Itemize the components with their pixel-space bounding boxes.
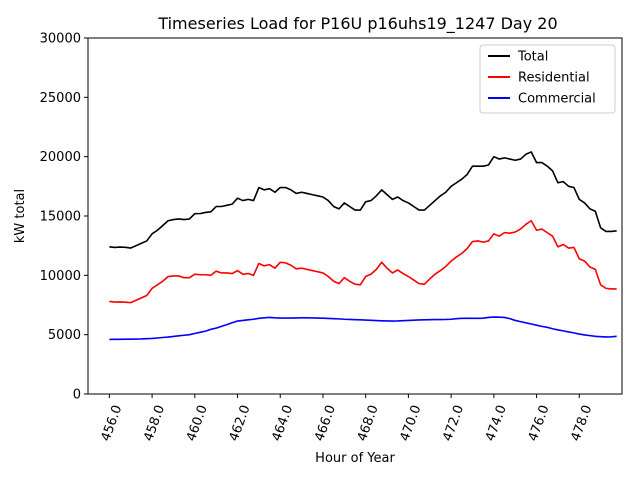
y-axis-label: kW total — [13, 189, 28, 243]
series-lines — [109, 151, 617, 341]
y-tick-label: 20000 — [40, 150, 81, 165]
legend-label-residential: Residential — [518, 71, 590, 86]
x-tick-label: 470.0 — [398, 403, 425, 443]
x-axis: 456.0 458.0 460.0 462.0 464.0 466.0 468.0 470.0… — [99, 394, 595, 443]
x-axis-label: Hour of Year — [315, 451, 395, 466]
x-tick-label: 456.0 — [99, 403, 126, 443]
y-tick-label: 5000 — [48, 328, 81, 343]
y-tick-label: 10000 — [40, 269, 81, 284]
legend-box — [479, 44, 616, 114]
y-axis: 0 5000 10000 15000 20000 25000 30000 — [40, 32, 88, 403]
y-tick-label: 25000 — [40, 91, 81, 106]
legend: Total Residential Commercial — [479, 44, 616, 114]
x-tick-label: 458.0 — [141, 403, 168, 443]
legend-label-total: Total — [517, 50, 548, 65]
series-line-commercial — [109, 316, 617, 341]
x-tick-label: 474.0 — [483, 403, 510, 443]
x-tick-label: 460.0 — [184, 403, 211, 443]
x-tick-label: 478.0 — [568, 403, 595, 443]
x-tick-label: 462.0 — [227, 403, 254, 443]
x-tick-label: 468.0 — [355, 403, 382, 443]
chart-title: Timeseries Load for P16U p16uhs19_1247 D… — [157, 14, 557, 34]
x-tick-label: 466.0 — [312, 403, 339, 443]
x-tick-label: 464.0 — [269, 403, 296, 443]
y-tick-label: 30000 — [40, 32, 81, 47]
series-line-total — [109, 151, 617, 249]
x-tick-label: 472.0 — [440, 403, 467, 443]
y-tick-label: 15000 — [40, 210, 81, 225]
series-line-residential — [109, 219, 617, 304]
legend-label-commercial: Commercial — [518, 92, 596, 107]
y-tick-label: 0 — [73, 388, 81, 403]
x-tick-label: 476.0 — [526, 403, 553, 443]
